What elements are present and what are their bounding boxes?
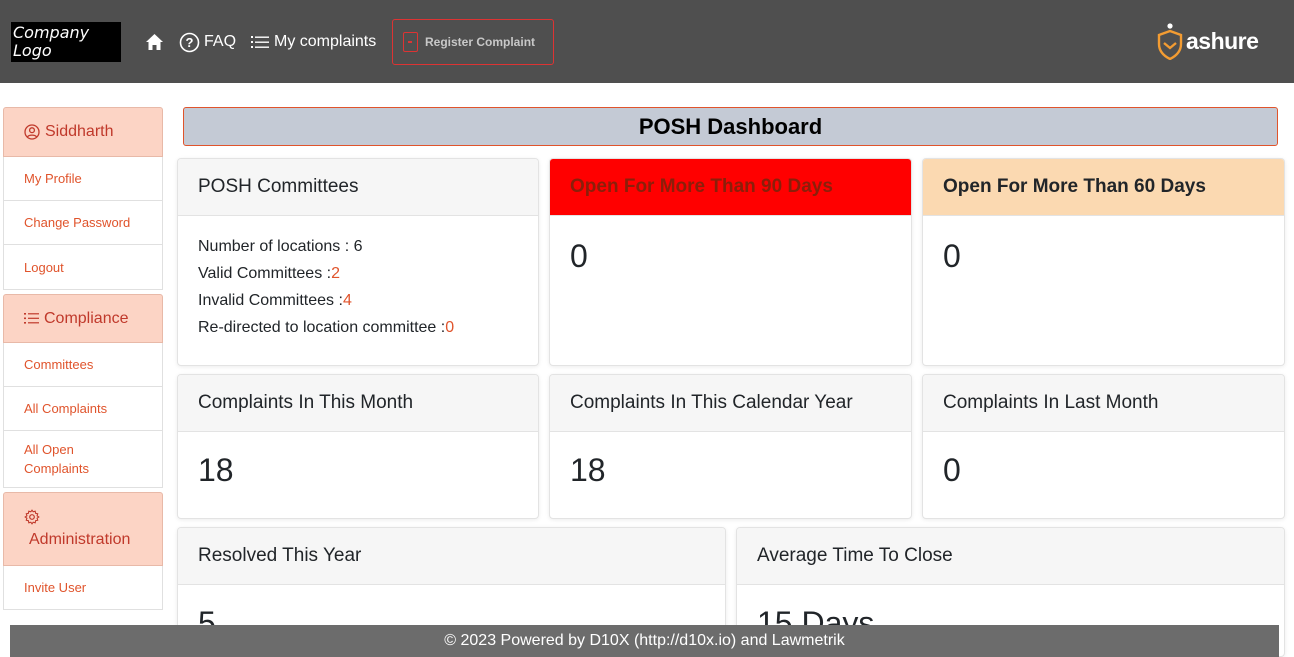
footer: © 2023 Powered by D10X (http://d10x.io) … [10,625,1279,657]
card-value: 0 [943,452,961,488]
sidebar-item-my-profile[interactable]: My Profile [3,157,163,201]
nav-faq[interactable]: ? FAQ [179,30,236,54]
posh-committees-card: POSH Committees Number of locations : 6 … [177,158,539,366]
stat-label: Invalid Committees : [198,292,343,309]
sidebar: Siddharth My Profile Change Password Log… [3,107,163,610]
company-logo[interactable]: Company Logo [11,22,121,62]
valid-committees-row: Valid Committees :2 [198,260,518,287]
sidebar-item-all-complaints[interactable]: All Complaints [3,387,163,431]
top-navbar: Company Logo ? FAQ My complaints Registe… [0,0,1294,83]
stat-label: Re-directed to location committee : [198,319,446,336]
svg-text:?: ? [186,35,194,50]
card-title: Complaints In Last Month [923,375,1284,432]
open-60-days-card[interactable]: Open For More Than 60 Days 0 [922,158,1285,366]
stat-value-link[interactable]: 2 [331,265,340,282]
complaints-calendar-year-card[interactable]: Complaints In This Calendar Year 18 [549,374,912,519]
card-title: POSH Committees [178,159,538,216]
register-complaint-label: Register Complaint [425,35,536,49]
card-title: Open For More Than 60 Days [923,159,1284,216]
list-icon [24,312,39,325]
card-value: 0 [943,238,961,274]
nav-faq-label: FAQ [204,33,237,50]
complaints-last-month-card[interactable]: Complaints In Last Month 0 [922,374,1285,519]
sidebar-item-label: All Complaints [24,401,108,416]
redirected-row: Re-directed to location committee :0 [198,314,518,341]
sidebar-item-label: All Open Complaints [24,442,90,476]
sidebar-item-label: Logout [24,259,64,275]
logo-line-1: Company [13,23,90,42]
nav-my-complaints[interactable]: My complaints [251,30,376,54]
administration-title: Administration [29,531,131,548]
sidebar-item-label: Invite User [24,580,87,595]
sidebar-item-all-open-complaints[interactable]: All Open Complaints [3,431,163,488]
card-value: 0 [570,238,588,274]
user-circle-icon [24,124,40,140]
brand-name: ashure [1186,27,1259,54]
stat-value: 6 [353,238,363,255]
user-name: Siddharth [45,123,114,140]
sidebar-item-invite-user[interactable]: Invite User [3,566,163,610]
committee-stats: Number of locations : 6 Valid Committees… [178,216,538,341]
card-title: Average Time To Close [737,528,1284,585]
invalid-committees-row: Invalid Committees :4 [198,287,518,314]
stat-label: Valid Committees : [198,265,332,282]
page-title: POSH Dashboard [183,107,1278,146]
compliance-title: Compliance [44,309,129,327]
open-90-days-card[interactable]: Open For More Than 90 Days 0 [549,158,912,366]
complaints-this-month-card[interactable]: Complaints In This Month 18 [177,374,539,519]
ashure-brand[interactable]: ashure [1156,22,1259,60]
nav-my-complaints-label: My complaints [274,33,377,50]
sidebar-item-logout[interactable]: Logout [3,245,163,290]
stat-value-link[interactable]: 4 [342,292,352,309]
sidebar-item-label: Committees [24,357,94,372]
sidebar-item-label: My Profile [24,171,82,186]
file-icon [403,32,418,52]
list-icon [251,36,269,48]
card-title: Complaints In This Calendar Year [550,375,911,432]
stat-label: Number of locations : [198,238,354,255]
logo-line-2: Logo [13,41,52,60]
register-complaint-button[interactable]: Register Complaint [392,19,554,65]
sidebar-item-committees[interactable]: Committees [3,343,163,387]
gear-icon [24,509,40,525]
stat-value-link[interactable]: 0 [445,319,455,336]
sidebar-compliance-header[interactable]: Compliance [3,294,163,343]
card-title: Open For More Than 90 Days [550,159,911,216]
sidebar-administration-header[interactable]: Administration [3,492,163,566]
nav-home[interactable] [145,30,164,54]
sidebar-item-change-password[interactable]: Change Password [3,201,163,245]
card-title: Resolved This Year [178,528,725,585]
sidebar-item-label: Change Password [24,215,131,230]
shield-logo-icon [1157,23,1183,60]
card-title: Complaints In This Month [178,375,538,432]
sidebar-user-header[interactable]: Siddharth [3,107,163,157]
home-icon [146,34,163,50]
locations-row: Number of locations : 6 [198,233,518,260]
card-value: 18 [198,452,234,488]
card-value: 18 [570,452,606,488]
question-circle-icon: ? [179,32,200,52]
